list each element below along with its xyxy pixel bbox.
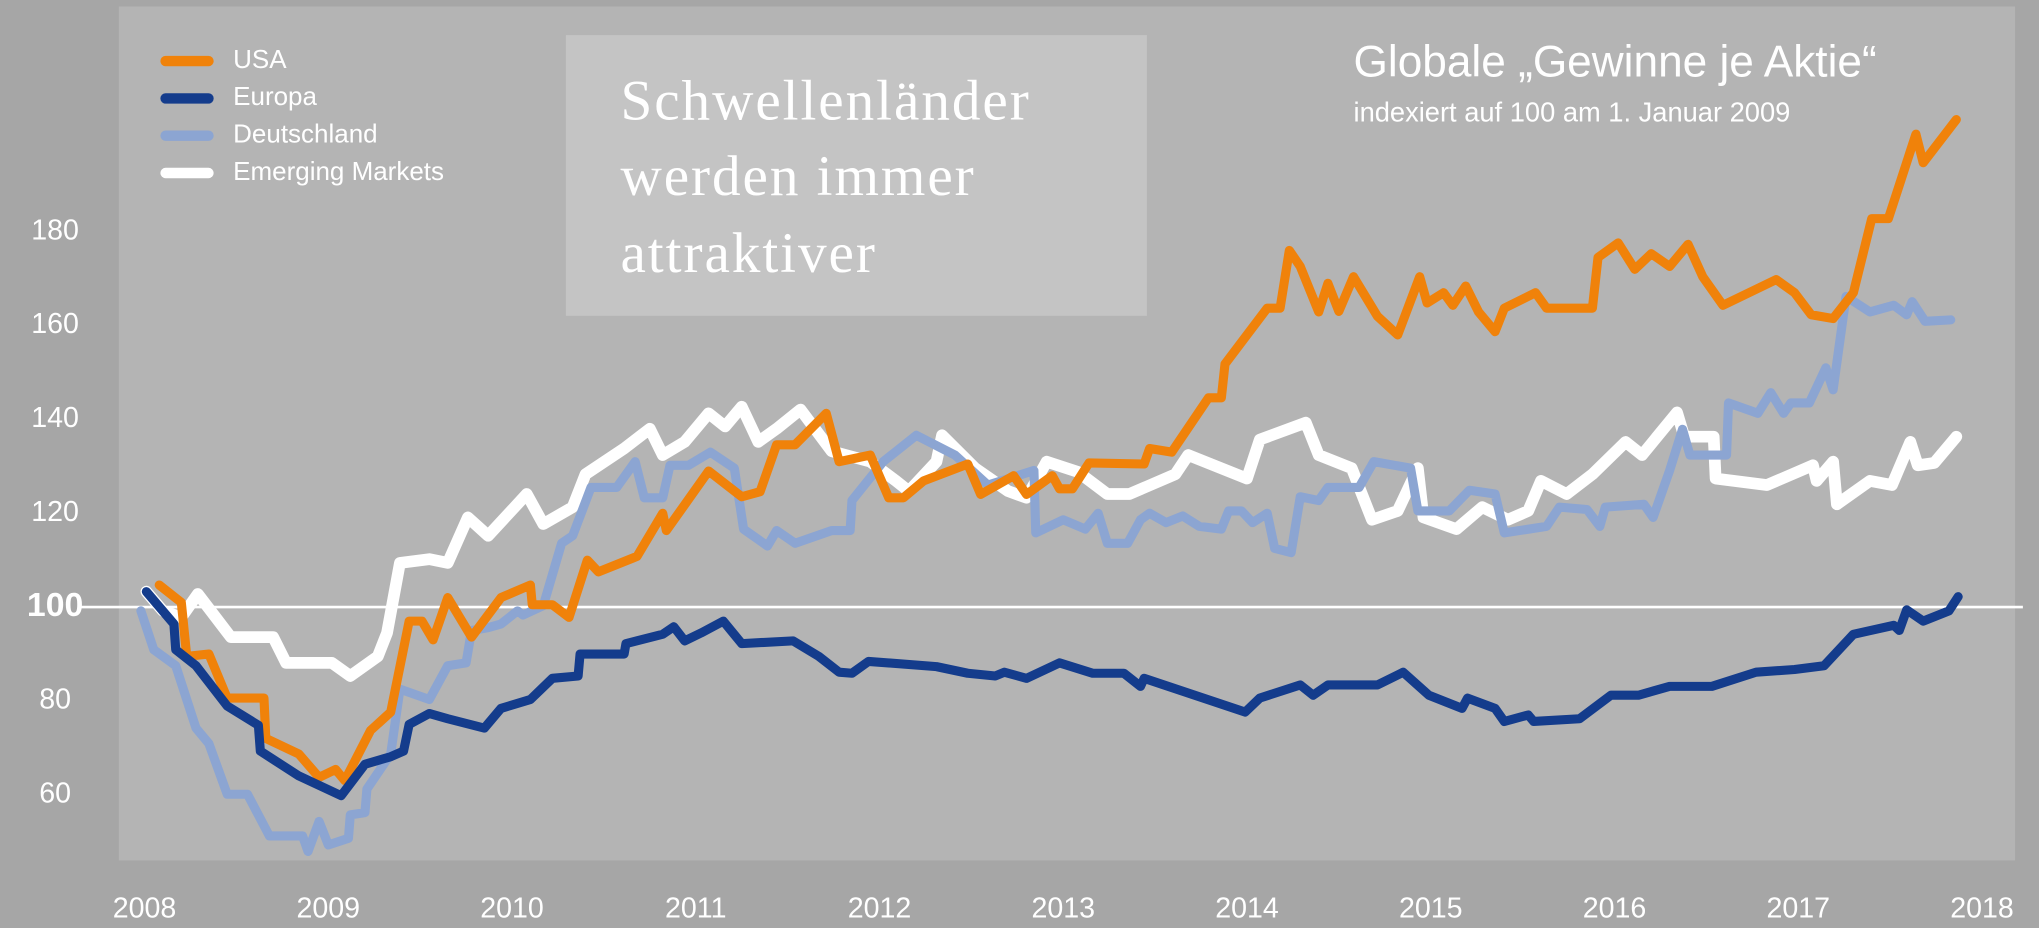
x-tick-label: 2018 <box>1950 892 2014 924</box>
y-tick-label: 180 <box>31 214 79 246</box>
x-tick-label: 2012 <box>848 892 912 924</box>
x-tick-label: 2015 <box>1399 892 1463 924</box>
series-line <box>141 587 1963 801</box>
lines <box>136 115 1963 856</box>
y-tick-label: 120 <box>31 496 79 528</box>
x-tick-label: 2013 <box>1031 892 1095 924</box>
x-tick-label: 2017 <box>1766 892 1830 924</box>
y-tick-label: 60 <box>39 777 71 809</box>
legend-label: Emerging Markets <box>233 156 444 186</box>
legend: USA Europa Deutschland Emerging Markets <box>160 44 444 186</box>
legend-label: Europa <box>233 81 317 111</box>
series-line <box>154 115 1961 786</box>
chart-subtitle: indexiert auf 100 am 1. Januar 2009 <box>1354 97 1791 128</box>
x-tick-label: 2008 <box>113 892 177 924</box>
x-tick-label: 2014 <box>1215 892 1279 924</box>
annotation: Schwellenländer <box>620 70 1030 133</box>
axes: 2008 2009 2010 2011 2012 2013 2014 2015 2016 2017… <box>27 214 2023 924</box>
annotation: attraktiver <box>620 222 876 285</box>
y-tick-label: 160 <box>31 308 79 340</box>
series-line <box>136 291 1956 856</box>
legend-label: USA <box>233 44 287 74</box>
x-tick-label: 2010 <box>480 892 544 924</box>
x-tick-label: 2011 <box>665 892 726 924</box>
y-tick-label: 100 <box>27 586 83 624</box>
x-tick-label: 2009 <box>296 892 360 924</box>
chart-title: Globale „Gewinne je Aktie“ <box>1354 38 1877 87</box>
annotation: werden immer <box>620 145 975 208</box>
annotation-box <box>565 35 1147 316</box>
x-tick-label: 2016 <box>1583 892 1647 924</box>
y-tick-label: 80 <box>39 683 71 715</box>
legend-label: Deutschland <box>233 119 377 149</box>
y-tick-label: 140 <box>31 402 79 434</box>
